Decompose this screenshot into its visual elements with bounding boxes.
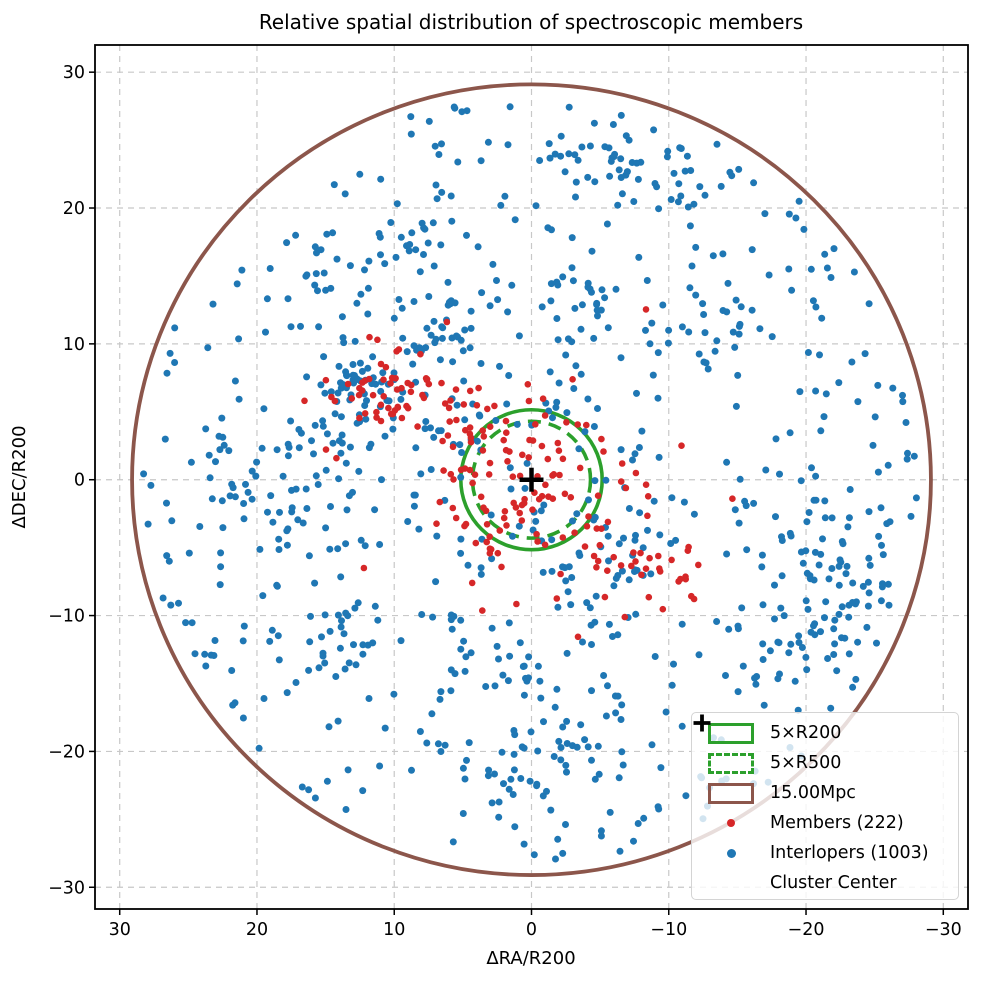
svg-text:30: 30 [63, 63, 85, 83]
legend-item-cluster-center: Cluster Center [693, 714, 958, 898]
r500-circle-swatch-icon [708, 752, 754, 774]
svg-text:20: 20 [63, 199, 85, 219]
svg-text:10: 10 [383, 920, 405, 940]
cluster-center-marker [519, 467, 544, 492]
r200-circle-swatch-icon [708, 722, 754, 744]
y-axis-label: ΔDEC/R200 [9, 425, 30, 528]
legend-label: 5×R500 [770, 753, 842, 773]
svg-text:30: 30 [109, 920, 131, 940]
interlopers-points [140, 103, 920, 863]
boundary-circles [130, 82, 933, 877]
legend-item-5xr200: 5×R200 [701, 718, 958, 748]
x-axis-label: ΔRA/R200 [486, 948, 575, 969]
legend-label: 5×R200 [770, 723, 842, 743]
members-marker-icon [727, 819, 735, 827]
svg-text:0: 0 [526, 920, 537, 940]
svg-text:−10: −10 [48, 607, 85, 627]
svg-text:−10: −10 [650, 920, 687, 940]
mpc-circle-swatch-icon [708, 782, 754, 804]
legend-label: Members (222) [770, 813, 904, 833]
axis-ticks [89, 71, 945, 915]
legend-label: Cluster Center [770, 873, 897, 893]
svg-text:−30: −30 [925, 920, 962, 940]
svg-text:10: 10 [63, 335, 85, 355]
grid-lines [95, 45, 968, 909]
svg-text:−30: −30 [48, 878, 85, 898]
svg-text:0: 0 [74, 471, 85, 491]
members-points [301, 306, 736, 641]
svg-text:20: 20 [246, 920, 268, 940]
legend-item-members: Members (222) [701, 808, 958, 838]
legend-item-15mpc: 15.00Mpc [701, 778, 958, 808]
chart-title: Relative spatial distribution of spectro… [259, 10, 803, 34]
legend-item-interlopers: Interlopers (1003) [701, 838, 958, 868]
legend: 5×R200 5×R500 15.00Mpc Members (222) Int… [691, 712, 959, 900]
tick-labels: 30 20 10 0 −10 −20 −30 −30 −20 −10 0 10 20 30 [48, 63, 962, 940]
svg-text:−20: −20 [48, 742, 85, 762]
legend-item-5xr500: 5×R500 [701, 748, 958, 778]
legend-label: Interlopers (1003) [770, 843, 929, 863]
interlopers-marker-icon [726, 848, 736, 858]
plus-marker-icon [693, 714, 711, 732]
legend-label: 15.00Mpc [770, 783, 856, 803]
svg-text:−20: −20 [788, 920, 825, 940]
